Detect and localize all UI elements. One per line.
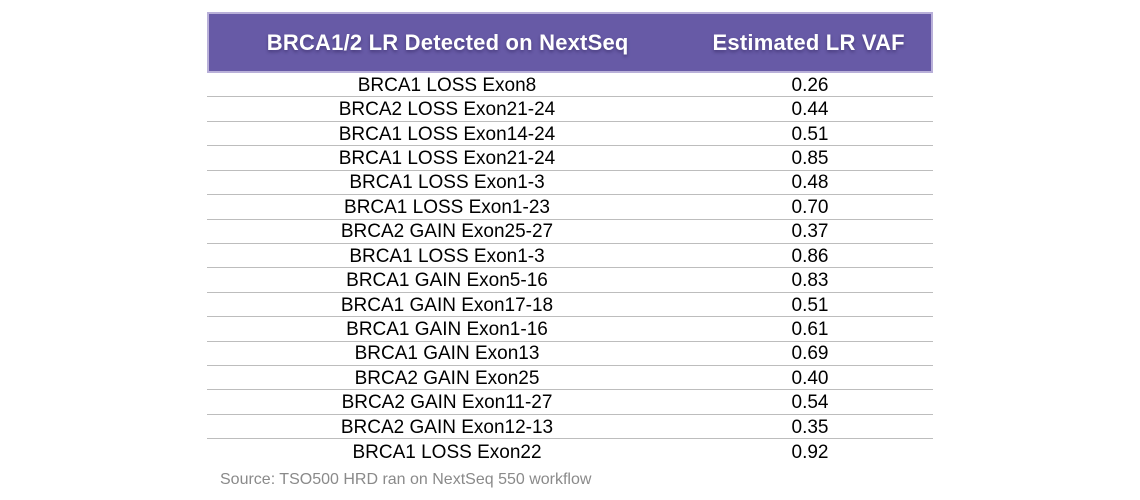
vaf-cell: 0.61 — [791, 318, 829, 340]
vaf-cell: 0.83 — [791, 270, 829, 292]
table-row: BRCA1 GAIN Exon17-18 0.51 — [207, 293, 933, 318]
table-row: BRCA2 GAIN Exon12-13 0.35 — [207, 415, 933, 440]
vaf-cell: 0.26 — [791, 74, 829, 96]
table-row: BRCA1 GAIN Exon13 0.69 — [207, 342, 933, 367]
table-row: BRCA1 LOSS Exon22 0.92 — [207, 439, 933, 463]
variant-cell: BRCA1 LOSS Exon1-3 — [349, 172, 545, 194]
vaf-cell: 0.85 — [791, 147, 829, 169]
variant-cell: BRCA2 LOSS Exon21-24 — [338, 99, 556, 121]
vaf-cell: 0.35 — [791, 416, 829, 438]
variant-cell: BRCA1 LOSS Exon22 — [352, 441, 542, 463]
vaf-cell: 0.86 — [791, 245, 829, 267]
column-header-variant: BRCA1/2 LR Detected on NextSeq — [266, 29, 629, 55]
table-row: BRCA1 LOSS Exon21-24 0.85 — [207, 146, 933, 171]
brca-lr-table: BRCA1/2 LR Detected on NextSeq Estimated… — [207, 12, 933, 464]
table-row: BRCA2 LOSS Exon21-24 0.44 — [207, 97, 933, 122]
vaf-cell: 0.37 — [791, 221, 829, 243]
variant-cell: BRCA1 GAIN Exon17-18 — [340, 294, 554, 316]
variant-cell: BRCA2 GAIN Exon25 — [354, 367, 540, 389]
vaf-cell: 0.51 — [791, 294, 829, 316]
table-header-row: BRCA1/2 LR Detected on NextSeq Estimated… — [207, 12, 933, 73]
variant-cell: BRCA1 GAIN Exon5-16 — [346, 270, 548, 292]
variant-cell: BRCA1 LOSS Exon14-24 — [338, 123, 556, 145]
column-header-vaf: Estimated LR VAF — [712, 29, 905, 55]
table-row: BRCA2 GAIN Exon11-27 0.54 — [207, 390, 933, 415]
table-row: BRCA1 LOSS Exon1-23 0.70 — [207, 195, 933, 220]
vaf-cell: 0.40 — [791, 367, 829, 389]
variant-cell: BRCA1 LOSS Exon8 — [357, 74, 537, 96]
vaf-cell: 0.92 — [791, 441, 829, 463]
vaf-cell: 0.44 — [791, 99, 829, 121]
vaf-cell: 0.69 — [791, 343, 829, 365]
vaf-cell: 0.48 — [791, 172, 829, 194]
variant-cell: BRCA1 LOSS Exon21-24 — [338, 147, 556, 169]
variant-cell: BRCA2 GAIN Exon11-27 — [341, 392, 553, 414]
table-row: BRCA2 GAIN Exon25-27 0.37 — [207, 220, 933, 244]
table-row: BRCA1 LOSS Exon1-3 0.86 — [207, 244, 933, 269]
vaf-cell: 0.70 — [791, 196, 829, 218]
variant-cell: BRCA1 GAIN Exon13 — [354, 343, 540, 365]
variant-cell: BRCA2 GAIN Exon12-13 — [340, 416, 554, 438]
table-row: BRCA1 LOSS Exon8 0.26 — [207, 73, 933, 98]
table-row: BRCA1 GAIN Exon5-16 0.83 — [207, 268, 933, 293]
table-row: BRCA1 LOSS Exon14-24 0.51 — [207, 122, 933, 147]
table-body: BRCA1 LOSS Exon8 0.26 BRCA2 LOSS Exon21-24… — [207, 73, 933, 464]
variant-cell: BRCA2 GAIN Exon25-27 — [340, 221, 554, 243]
variant-cell: BRCA1 LOSS Exon1-23 — [344, 196, 550, 218]
table-row: BRCA1 LOSS Exon1-3 0.48 — [207, 171, 933, 196]
vaf-cell: 0.51 — [791, 123, 829, 145]
table-row: BRCA2 GAIN Exon25 0.40 — [207, 366, 933, 391]
vaf-cell: 0.54 — [791, 392, 829, 414]
variant-cell: BRCA1 GAIN Exon1-16 — [346, 318, 548, 340]
variant-cell: BRCA1 LOSS Exon1-3 — [349, 245, 545, 267]
table-row: BRCA1 GAIN Exon1-16 0.61 — [207, 317, 933, 342]
source-note: Source: TSO500 HRD ran on NextSeq 550 wo… — [220, 471, 592, 488]
